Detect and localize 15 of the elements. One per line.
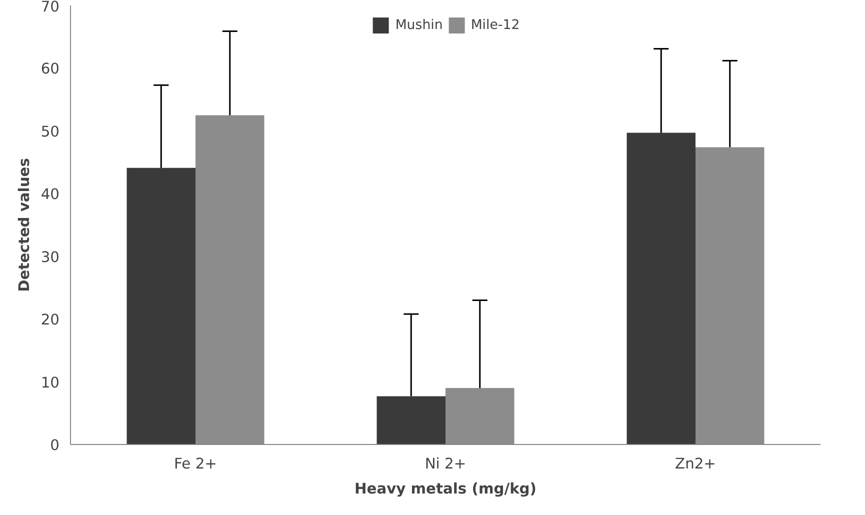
y-tick-label: 0 <box>50 437 60 454</box>
y-tick-label: 30 <box>40 248 60 266</box>
y-tick-label: 40 <box>40 186 60 204</box>
legend-label: Mushin <box>395 18 443 32</box>
x-axis-title: Heavy metals (mg/kg) <box>354 480 537 498</box>
legend-label: Mile-12 <box>470 18 520 32</box>
y-tick-label: 50 <box>40 123 60 140</box>
x-tick-label: Ni 2+ <box>424 456 466 472</box>
y-tick-label: 20 <box>40 312 60 329</box>
y-axis-title: Detected values <box>16 158 33 292</box>
x-tick-label: Fe 2+ <box>174 456 217 472</box>
x-tick-label: Zn2+ <box>675 456 716 472</box>
y-tick-label: 70 <box>40 0 60 16</box>
y-tick-label: 60 <box>40 60 60 78</box>
y-tick-label: 10 <box>40 374 60 392</box>
